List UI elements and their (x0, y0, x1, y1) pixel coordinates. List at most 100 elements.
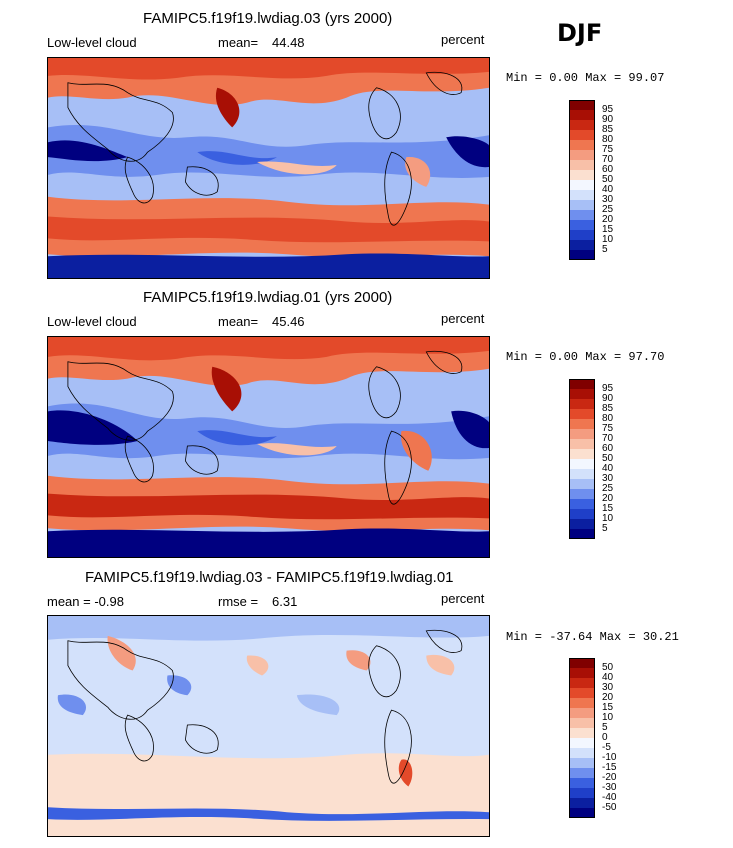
panel3-colorbar-swatch (569, 678, 595, 688)
panel3-map-graphic (48, 616, 489, 836)
panel2-colorbar-label: 95 (602, 383, 614, 394)
panel3-units: percent (441, 591, 485, 606)
panel1-colorbar-swatch (569, 140, 595, 150)
panel2-colorbar-label: 90 (602, 393, 614, 404)
panel3-colorbar-swatch (569, 778, 595, 788)
panel2-colorbar-swatch (569, 419, 595, 429)
panel3-colorbar-swatch (569, 728, 595, 738)
panel2-colorbar-label: 30 (602, 473, 614, 484)
panel2-mean-value: 45.46 (272, 314, 305, 329)
panel1-colorbar-swatch (569, 100, 595, 110)
panel1-map (47, 57, 490, 279)
panel1-colorbar-swatch (569, 190, 595, 200)
panel1-colorbar-swatch (569, 220, 595, 230)
panel3-colorbar-label: -20 (602, 772, 617, 783)
panel3-colorbar-label: 5 (602, 722, 608, 733)
panel3-colorbar-swatch (569, 768, 595, 778)
panel2-colorbar-swatch (569, 449, 595, 459)
panel2-colorbar-label: 10 (602, 513, 614, 524)
panel1-minmax: Min = 0.00 Max = 99.07 (506, 71, 665, 85)
panel2-colorbar-swatch (569, 509, 595, 519)
panel3-colorbar-swatch (569, 718, 595, 728)
panel1-colorbar-label: 90 (602, 114, 614, 125)
panel3-colorbar-swatch (569, 788, 595, 798)
panel2-colorbar-swatch (569, 429, 595, 439)
panel3-colorbar-label: -50 (602, 802, 617, 813)
panel2-title: FAMIPC5.f19f19.lwdiag.01 (yrs 2000) (143, 289, 393, 306)
panel3-map (47, 615, 490, 837)
panel1-mean-value: 44.48 (272, 35, 305, 50)
panel2-colorbar-label: 15 (602, 503, 614, 514)
panel2-colorbar-label: 85 (602, 403, 614, 414)
panel3-colorbar-label: 20 (602, 692, 614, 703)
panel3-colorbar-swatch (569, 708, 595, 718)
panel2-colorbar-label: 40 (602, 463, 614, 474)
panel3-colorbar-swatch (569, 758, 595, 768)
panel2-map (47, 336, 490, 558)
panel3-mean-label: mean = -0.98 (47, 594, 124, 609)
panel3-rmse-label: rmse = (218, 594, 259, 609)
panel3-colorbar-label: 10 (602, 712, 614, 723)
panel3-colorbar-label: -30 (602, 782, 617, 793)
panel1-colorbar-swatch (569, 230, 595, 240)
panel2-colorbar-label: 60 (602, 443, 614, 454)
panel2-colorbar-swatch (569, 469, 595, 479)
panel1-colorbar-label: 40 (602, 184, 614, 195)
panel2-field-label: Low-level cloud (47, 314, 137, 329)
panel3-colorbar-swatch (569, 668, 595, 678)
panel2-colorbar-swatch (569, 409, 595, 419)
panel3-colorbar-label: 50 (602, 662, 614, 673)
panel3-colorbar-label: -40 (602, 792, 617, 803)
panel1-colorbar-swatch (569, 130, 595, 140)
panel1-colorbar-label: 10 (602, 234, 614, 245)
panel2-colorbar-swatch (569, 529, 595, 539)
panel1-colorbar-label: 30 (602, 194, 614, 205)
panel3-colorbar-swatch (569, 698, 595, 708)
panel3-colorbar-swatch (569, 808, 595, 818)
panel3-colorbar-label: 40 (602, 672, 614, 683)
panel3-colorbar-swatch (569, 798, 595, 808)
panel2-colorbar-label: 80 (602, 413, 614, 424)
panel2-colorbar-label: 25 (602, 483, 614, 494)
panel2-colorbar-label: 70 (602, 433, 614, 444)
panel1-colorbar-swatch (569, 150, 595, 160)
panel2-colorbar-swatch (569, 459, 595, 469)
panel3-colorbar-label: 15 (602, 702, 614, 713)
panel3-colorbar-swatch (569, 658, 595, 668)
panel1-colorbar-swatch (569, 180, 595, 190)
panel1-colorbar-swatch (569, 210, 595, 220)
panel2-colorbar-label: 5 (602, 523, 608, 534)
panel1-colorbar-label: 15 (602, 224, 614, 235)
panel1-colorbar-label: 5 (602, 244, 608, 255)
panel1-field-label: Low-level cloud (47, 35, 137, 50)
panel3-colorbar-label: -10 (602, 752, 617, 763)
panel2-units: percent (441, 311, 485, 326)
panel3-colorbar-swatch (569, 738, 595, 748)
panel1-colorbar-label: 80 (602, 134, 614, 145)
panel3-colorbar-label: 30 (602, 682, 614, 693)
panel3-colorbar-swatch (569, 688, 595, 698)
panel1-mean-label: mean= (218, 35, 259, 50)
panel3-colorbar-label: -5 (602, 742, 611, 753)
panel1-colorbar-label: 85 (602, 124, 614, 135)
panel1-colorbar-label: 70 (602, 154, 614, 165)
panel2-colorbar-swatch (569, 399, 595, 409)
panel2-colorbar-swatch (569, 499, 595, 509)
panel1-colorbar-label: 20 (602, 214, 614, 225)
panel3-colorbar-label: 0 (602, 732, 608, 743)
panel1-colorbar-swatch (569, 160, 595, 170)
panel1-colorbar-label: 50 (602, 174, 614, 185)
panel2-colorbar-swatch (569, 439, 595, 449)
season-label: DJF (557, 19, 603, 47)
panel2-mean-label: mean= (218, 314, 259, 329)
panel3-colorbar-label: -15 (602, 762, 617, 773)
panel1-units: percent (441, 32, 485, 47)
panel2-colorbar-swatch (569, 489, 595, 499)
panel2-colorbar-swatch (569, 379, 595, 389)
panel1-colorbar-swatch (569, 200, 595, 210)
panel1-title: FAMIPC5.f19f19.lwdiag.03 (yrs 2000) (143, 10, 393, 27)
panel1-colorbar-label: 75 (602, 144, 614, 155)
panel1-colorbar-swatch (569, 110, 595, 120)
panel3-minmax: Min = -37.64 Max = 30.21 (506, 630, 679, 644)
panel1-colorbar-swatch (569, 240, 595, 250)
